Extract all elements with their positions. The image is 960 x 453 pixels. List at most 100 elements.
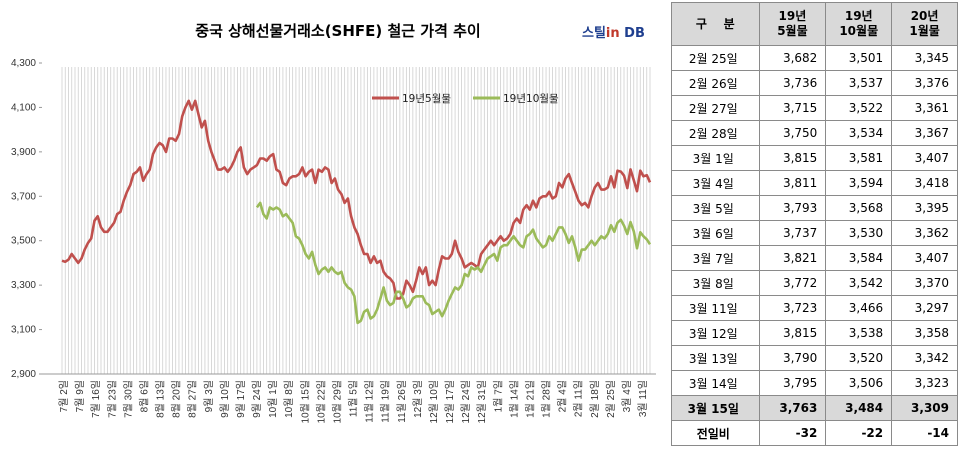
row-value: 3,534: [825, 120, 893, 146]
x-tick-label: 12월 17일: [444, 380, 456, 423]
y-tick-label: 3,900: [11, 147, 36, 158]
row-date: 3월 7일: [671, 245, 760, 271]
x-tick-label: 9월 3일: [203, 380, 215, 412]
row-date: 3월 14일: [671, 370, 760, 396]
row-value: 3,342: [891, 345, 958, 371]
row-date: 2월 28일: [671, 120, 760, 146]
x-tick-label: 3월 11일: [637, 380, 649, 417]
brand-part-1: 스틸: [582, 26, 606, 41]
header-category: 구 분: [671, 2, 760, 46]
row-date: 3월 5일: [671, 195, 760, 221]
x-tick-label: 12월 24일: [460, 380, 472, 423]
change-jan: -14: [891, 420, 958, 446]
row-value: 3,723: [758, 295, 827, 321]
table-row: 3월 1일 3,815 3,581 3,407: [671, 145, 958, 171]
latest-may: 3,763: [758, 395, 827, 421]
row-value: 3,581: [825, 145, 893, 171]
axes: 2,900 3,100 3,300 3,500 3,700 3,900 4,100 4,300…: [11, 58, 656, 423]
price-line-chart: 2,900 3,100 3,300 3,500 3,700 3,900 4,100 4,300…: [11, 22, 656, 423]
table-row-latest: 3월 15일 3,763 3,484 3,309: [671, 395, 958, 421]
table-row: 2월 26일 3,736 3,537 3,376: [671, 70, 958, 96]
row-date: 3월 13일: [671, 345, 760, 371]
table-row: 3월 14일 3,795 3,506 3,323: [671, 370, 958, 396]
row-date: 3월 12일: [671, 320, 760, 346]
series-lines: [61, 99, 652, 325]
row-value: 3,361: [891, 95, 958, 121]
row-value: 3,370: [891, 270, 958, 296]
x-tick-label: 12월 10일: [428, 380, 440, 423]
table-header-row: 구 분 19년 5월물 19년 10월물 20년 1월물: [671, 2, 958, 46]
row-value: 3,395: [891, 195, 958, 221]
row-value: 3,736: [758, 70, 827, 96]
x-tick-label: 11월 19일: [380, 380, 392, 423]
y-tick-label: 3,100: [11, 325, 36, 336]
table-row: 2월 27일 3,715 3,522 3,361: [671, 95, 958, 121]
x-tick-label: 7월 16일: [90, 380, 102, 418]
y-tick-label: 2,900: [11, 369, 36, 380]
row-value: 3,584: [825, 245, 893, 271]
x-tick-label: 9월 10일: [219, 380, 231, 418]
row-value: 3,418: [891, 170, 958, 196]
table-row: 2월 25일 3,682 3,501 3,345: [671, 45, 958, 71]
row-value: 3,795: [758, 370, 827, 396]
x-tick-label: 11월 26일: [396, 380, 408, 423]
x-tick-label: 8월 6일: [138, 380, 150, 412]
x-tick-label: 11월 5일: [348, 380, 360, 417]
y-tick-label: 3,700: [11, 191, 36, 202]
row-value: 3,715: [758, 95, 827, 121]
row-value: 3,530: [825, 220, 893, 246]
x-tick-label: 2월 25일: [605, 380, 617, 418]
row-value: 3,506: [825, 370, 893, 396]
y-tick-label: 3,300: [11, 280, 36, 291]
price-table: 구 분 19년 5월물 19년 10월물 20년 1월물 2월 25일 3,682 3,5…: [671, 2, 958, 446]
table-row: 3월 13일 3,790 3,520 3,342: [671, 345, 958, 371]
series-line-may-contract: [61, 99, 652, 300]
table-row: 2월 28일 3,750 3,534 3,367: [671, 120, 958, 146]
table-row: 3월 8일 3,772 3,542 3,370: [671, 270, 958, 296]
row-value: 3,568: [825, 195, 893, 221]
x-tick-label: 1월 21일: [524, 380, 536, 418]
row-value: 3,323: [891, 370, 958, 396]
x-tick-label: 10월 29일: [331, 380, 343, 423]
table-row: 3월 12일 3,815 3,538 3,358: [671, 320, 958, 346]
x-tick-label: 11월 12일: [364, 380, 376, 423]
row-value: 3,466: [825, 295, 893, 321]
table-body: 2월 25일 3,682 3,501 3,345 2월 26일 3,736 3,537 3,3…: [671, 45, 958, 446]
legend: 19년5월물 19년10월물: [372, 93, 559, 105]
x-tick-label: 12월 31일: [476, 380, 488, 423]
x-tick-label: 10월 1일: [267, 380, 279, 418]
series-line-oct-contract: [255, 201, 652, 325]
price-table-panel: 구 분 19년 5월물 19년 10월물 20년 1월물 2월 25일 3,682 3,5…: [671, 2, 958, 446]
table-row: 3월 7일 3,821 3,584 3,407: [671, 245, 958, 271]
row-value: 3,407: [891, 245, 958, 271]
row-value: 3,537: [825, 70, 893, 96]
row-value: 3,522: [825, 95, 893, 121]
row-value: 3,407: [891, 145, 958, 171]
x-tick-label: 7월 9일: [74, 380, 86, 412]
x-tick-label: 9월 17일: [235, 380, 247, 418]
row-value: 3,367: [891, 120, 958, 146]
row-date: 3월 11일: [671, 295, 760, 321]
change-may: -32: [758, 420, 827, 446]
header-oct-contract: 19년 10월물: [825, 2, 893, 46]
x-tick-label: 8월 27일: [187, 380, 199, 418]
brand-logo: 스틸in DB: [582, 26, 645, 41]
row-value: 3,821: [758, 245, 827, 271]
x-tick-label: 7월 2일: [58, 380, 70, 412]
x-tick-label: 7월 30일: [122, 380, 134, 418]
table-row: 3월 6일 3,737 3,530 3,362: [671, 220, 958, 246]
change-label: 전일비: [671, 420, 760, 446]
row-value: 3,594: [825, 170, 893, 196]
legend-label-oct: 19년10월물: [503, 93, 559, 105]
x-tick-label: 10월 8일: [283, 380, 295, 418]
row-value: 3,376: [891, 70, 958, 96]
row-value: 3,297: [891, 295, 958, 321]
row-value: 3,538: [825, 320, 893, 346]
change-oct: -22: [825, 420, 893, 446]
x-tick-label: 8월 20일: [171, 380, 183, 418]
latest-jan: 3,309: [891, 395, 958, 421]
gridlines: [61, 67, 651, 374]
row-value: 3,542: [825, 270, 893, 296]
row-value: 3,790: [758, 345, 827, 371]
x-tick-label: 1월 28일: [541, 380, 553, 418]
